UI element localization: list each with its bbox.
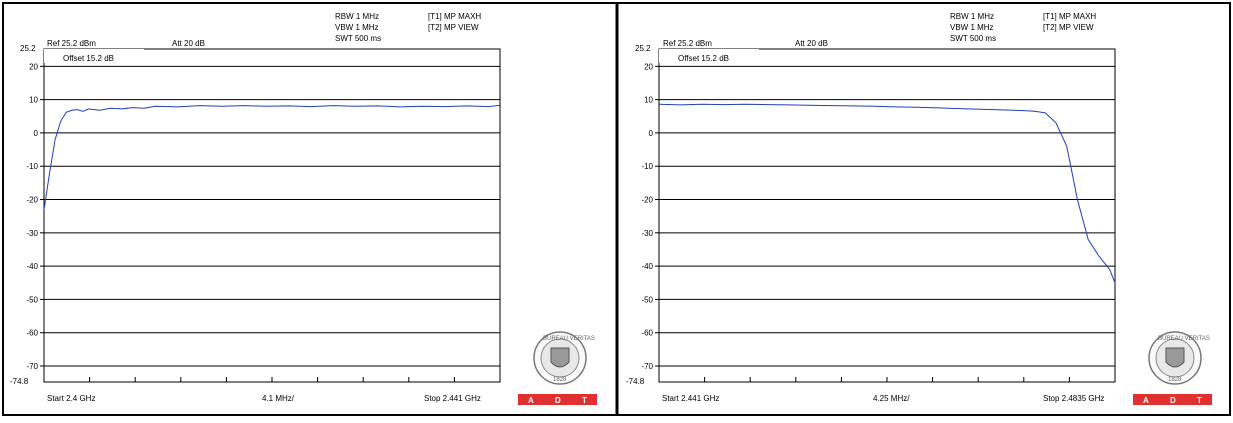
y-tick-label: 0 [649,129,654,138]
adt-letter-t: T [1197,396,1202,405]
stop-frequency-label: Stop 2.4835 GHz [1043,394,1104,403]
grid-left: 20 10 0 -10 -20 -30 -40 -50 -60 -70 [26,62,500,382]
panel-left: RBW 1 MHz VBW 1 MHz SWT 500 ms [T1] MP M… [10,12,597,405]
trace1-label: [T1] MP MAXH [1043,12,1096,21]
y-tick-label: -70 [26,362,38,371]
start-frequency-label: Start 2.4 GHz [47,394,95,403]
y-bottom-label: -74.8 [626,377,645,386]
offset-box [659,49,759,63]
y-tick-label: -30 [26,229,38,238]
vbw-label: VBW 1 MHz [950,23,994,32]
offset-label: Offset 15.2 dB [63,54,114,63]
start-frequency-label: Start 2.441 GHz [662,394,719,403]
y-tick-label: -40 [641,262,653,271]
ref-level-label: Ref 25.2 dBm [47,39,96,48]
svg-text:BUREAU VERITAS: BUREAU VERITAS [1158,336,1210,342]
span-per-division-label: 4.25 MHz/ [873,394,910,403]
svg-text:BUREAU VERITAS: BUREAU VERITAS [543,336,595,342]
ref-level-label: Ref 25.2 dBm [663,39,712,48]
y-tick-label: -20 [641,196,653,205]
adt-letter-t: T [582,396,587,405]
plot-area-right: Offset 15.2 dB 20 10 0 -10 -20 -30 -40 -50 -60 -7… [641,48,1116,383]
y-tick-label: -50 [26,295,38,304]
adt-letter-a: A [528,396,534,405]
y-tick-label: -10 [641,162,653,171]
rbw-label: RBW 1 MHz [950,12,994,21]
y-tick-label: -10 [26,162,38,171]
offset-box [44,49,144,63]
trace-right [658,103,1116,283]
y-tick-label: -50 [641,295,653,304]
adt-badge: A D T [1133,394,1212,405]
y-tick-label: 10 [29,96,38,105]
y-top-label: 25.2 [635,44,651,53]
y-tick-label: -40 [26,262,38,271]
adt-letter-d: D [555,396,561,405]
span-per-division-label: 4.1 MHz/ [262,394,295,403]
y-tick-label: 20 [644,62,653,71]
y-bottom-label: -74.8 [10,377,29,386]
adt-badge: A D T [518,394,597,405]
rbw-label: RBW 1 MHz [335,12,379,21]
panel-right: RBW 1 MHz VBW 1 MHz SWT 500 ms [T1] MP M… [626,12,1212,405]
grid-right: 20 10 0 -10 -20 -30 -40 -50 -60 -70 [641,62,1115,382]
swt-label: SWT 500 ms [335,34,381,43]
swt-label: SWT 500 ms [950,34,996,43]
trace-line [43,104,501,210]
trace2-label: [T2] MP VIEW [1043,23,1094,32]
trace-left [43,104,501,210]
y-tick-label: 20 [29,62,38,71]
attenuation-label: Att 20 dB [795,39,828,48]
offset-label: Offset 15.2 dB [678,54,729,63]
y-tick-label: -20 [26,196,38,205]
trace-line [658,103,1116,283]
stop-frequency-label: Stop 2.441 GHz [424,394,481,403]
trace2-label: [T2] MP VIEW [428,23,479,32]
y-tick-label: -60 [26,329,38,338]
y-top-label: 25.2 [20,44,36,53]
bureau-veritas-logo: BUREAU VERITAS 1828 [533,331,595,385]
plot-area-left: Offset 15.2 dB 20 10 0 -10 -20 -30 -40 -50 -60 -7… [26,48,501,383]
y-tick-label: -60 [641,329,653,338]
vbw-label: VBW 1 MHz [335,23,379,32]
trace1-label: [T1] MP MAXH [428,12,481,21]
y-tick-label: -30 [641,229,653,238]
y-tick-label: 0 [34,129,39,138]
y-tick-label: 10 [644,96,653,105]
svg-text:1828: 1828 [553,377,567,383]
bureau-veritas-logo: BUREAU VERITAS 1828 [1148,331,1210,385]
y-tick-label: -70 [641,362,653,371]
svg-text:1828: 1828 [1168,377,1182,383]
adt-letter-d: D [1170,396,1176,405]
attenuation-label: Att 20 dB [172,39,205,48]
adt-letter-a: A [1143,396,1149,405]
